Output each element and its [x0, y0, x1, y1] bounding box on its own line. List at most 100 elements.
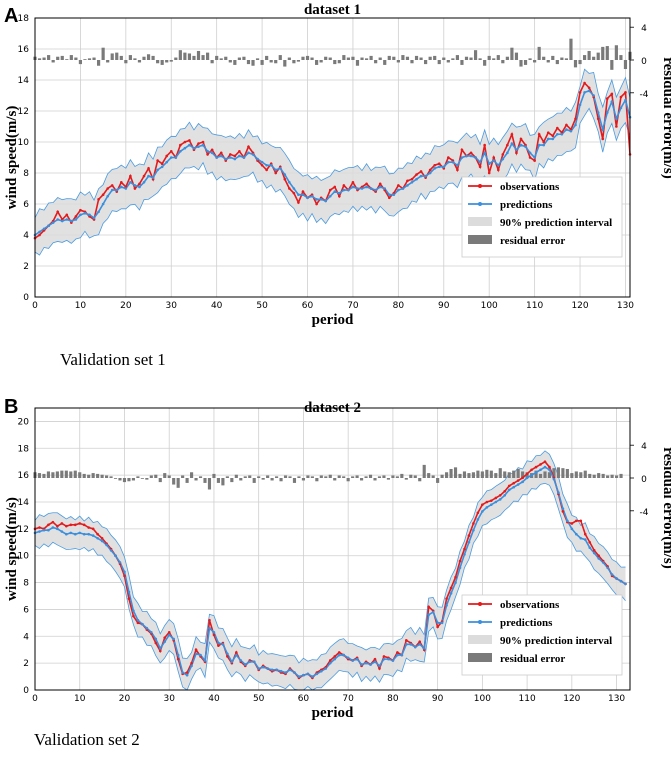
prediction-point	[410, 181, 414, 184]
residual-bar	[377, 476, 382, 478]
residual-bar	[560, 57, 564, 60]
residual-bar	[542, 56, 546, 60]
residual-bar	[165, 60, 169, 63]
residual-bar	[260, 60, 264, 65]
residual-bar	[489, 470, 493, 478]
residual-bar	[409, 474, 413, 478]
prediction-point	[101, 202, 105, 206]
observation-point	[378, 182, 382, 186]
prediction-point	[485, 506, 489, 509]
residual-bar	[606, 475, 610, 478]
observation-point	[592, 549, 596, 552]
residual-bar	[460, 60, 464, 65]
prediction-point	[601, 128, 605, 131]
observation-point	[69, 523, 73, 527]
residual-bar	[251, 60, 255, 66]
residual-bar	[328, 474, 332, 478]
observation-point	[519, 137, 523, 141]
residual-bar	[436, 478, 440, 483]
prediction-point	[596, 111, 600, 114]
prediction-point	[561, 507, 565, 511]
prediction-point	[88, 213, 91, 217]
observation-point	[133, 187, 137, 190]
prediction-point	[456, 163, 459, 167]
prediction-point	[498, 498, 502, 501]
prediction-point	[476, 518, 480, 521]
y2-tick-label: 4	[641, 24, 647, 34]
prediction-point	[275, 668, 278, 672]
observation-point	[515, 151, 518, 155]
prediction-point	[546, 137, 550, 141]
observation-point	[165, 154, 169, 158]
observation-point	[176, 657, 180, 661]
prediction-point	[537, 143, 541, 147]
residual-bar	[124, 60, 128, 64]
observation-point	[365, 182, 368, 186]
prediction-point	[158, 647, 162, 650]
observation-point	[583, 532, 587, 536]
x-tick-label: 80	[387, 694, 399, 704]
prediction-point	[565, 128, 568, 131]
prediction-point	[347, 188, 350, 192]
x-tick-label: 100	[481, 301, 498, 311]
prediction-point	[492, 159, 496, 162]
residual-bar	[310, 57, 314, 60]
residual-bar	[519, 60, 523, 67]
observation-point	[507, 484, 511, 488]
residual-bar	[128, 55, 132, 60]
observation-point	[97, 198, 100, 201]
prediction-point	[136, 618, 140, 622]
observation-point	[587, 86, 591, 90]
prediction-point	[129, 181, 132, 184]
prediction-point	[215, 156, 218, 159]
prediction-point	[467, 540, 471, 544]
prediction-point	[154, 637, 158, 641]
prediction-point	[38, 530, 41, 533]
prediction-point	[65, 532, 68, 536]
residual-bar	[503, 471, 507, 478]
prediction-point	[503, 493, 507, 497]
prediction-point	[328, 194, 332, 198]
prediction-point	[474, 156, 477, 159]
residual-bar	[373, 478, 377, 481]
residual-bar	[505, 56, 509, 60]
prediction-point	[306, 196, 309, 200]
observation-point	[619, 95, 623, 99]
legend-residual-swatch	[468, 235, 492, 244]
prediction-point	[119, 185, 123, 189]
residual-bar	[305, 55, 310, 60]
prediction-point	[463, 553, 466, 556]
x-tick-label: 10	[74, 694, 86, 704]
observation-point	[537, 132, 541, 136]
residual-bar	[288, 476, 292, 478]
observation-point	[605, 97, 609, 100]
prediction-point	[194, 652, 198, 656]
residual-bar	[552, 468, 556, 478]
interval-upper	[34, 450, 626, 664]
prediction-point	[51, 221, 55, 224]
residual-bar	[478, 58, 482, 60]
prediction-point	[574, 123, 577, 127]
residual-bar	[225, 476, 229, 478]
residual-bar	[37, 58, 42, 60]
residual-bar	[469, 57, 473, 60]
residual-bar	[275, 476, 279, 478]
residual-bar	[395, 476, 399, 478]
prediction-point	[413, 645, 417, 649]
prediction-point	[293, 671, 296, 674]
chart-title: dataset 2	[304, 400, 361, 416]
residual-bar	[87, 474, 91, 478]
residual-bar	[261, 478, 265, 480]
x-tick-label: 130	[608, 694, 625, 704]
x-tick-label: 50	[256, 301, 268, 311]
prediction-point	[575, 532, 578, 536]
residual-bar	[145, 478, 149, 480]
prediction-point	[424, 174, 427, 178]
residual-bar	[158, 478, 162, 483]
observation-point	[469, 151, 473, 155]
residual-bar	[324, 56, 328, 60]
interval-lower	[34, 107, 631, 256]
residual-bar	[525, 472, 529, 478]
prediction-point	[224, 157, 228, 161]
residual-bar	[337, 60, 341, 64]
